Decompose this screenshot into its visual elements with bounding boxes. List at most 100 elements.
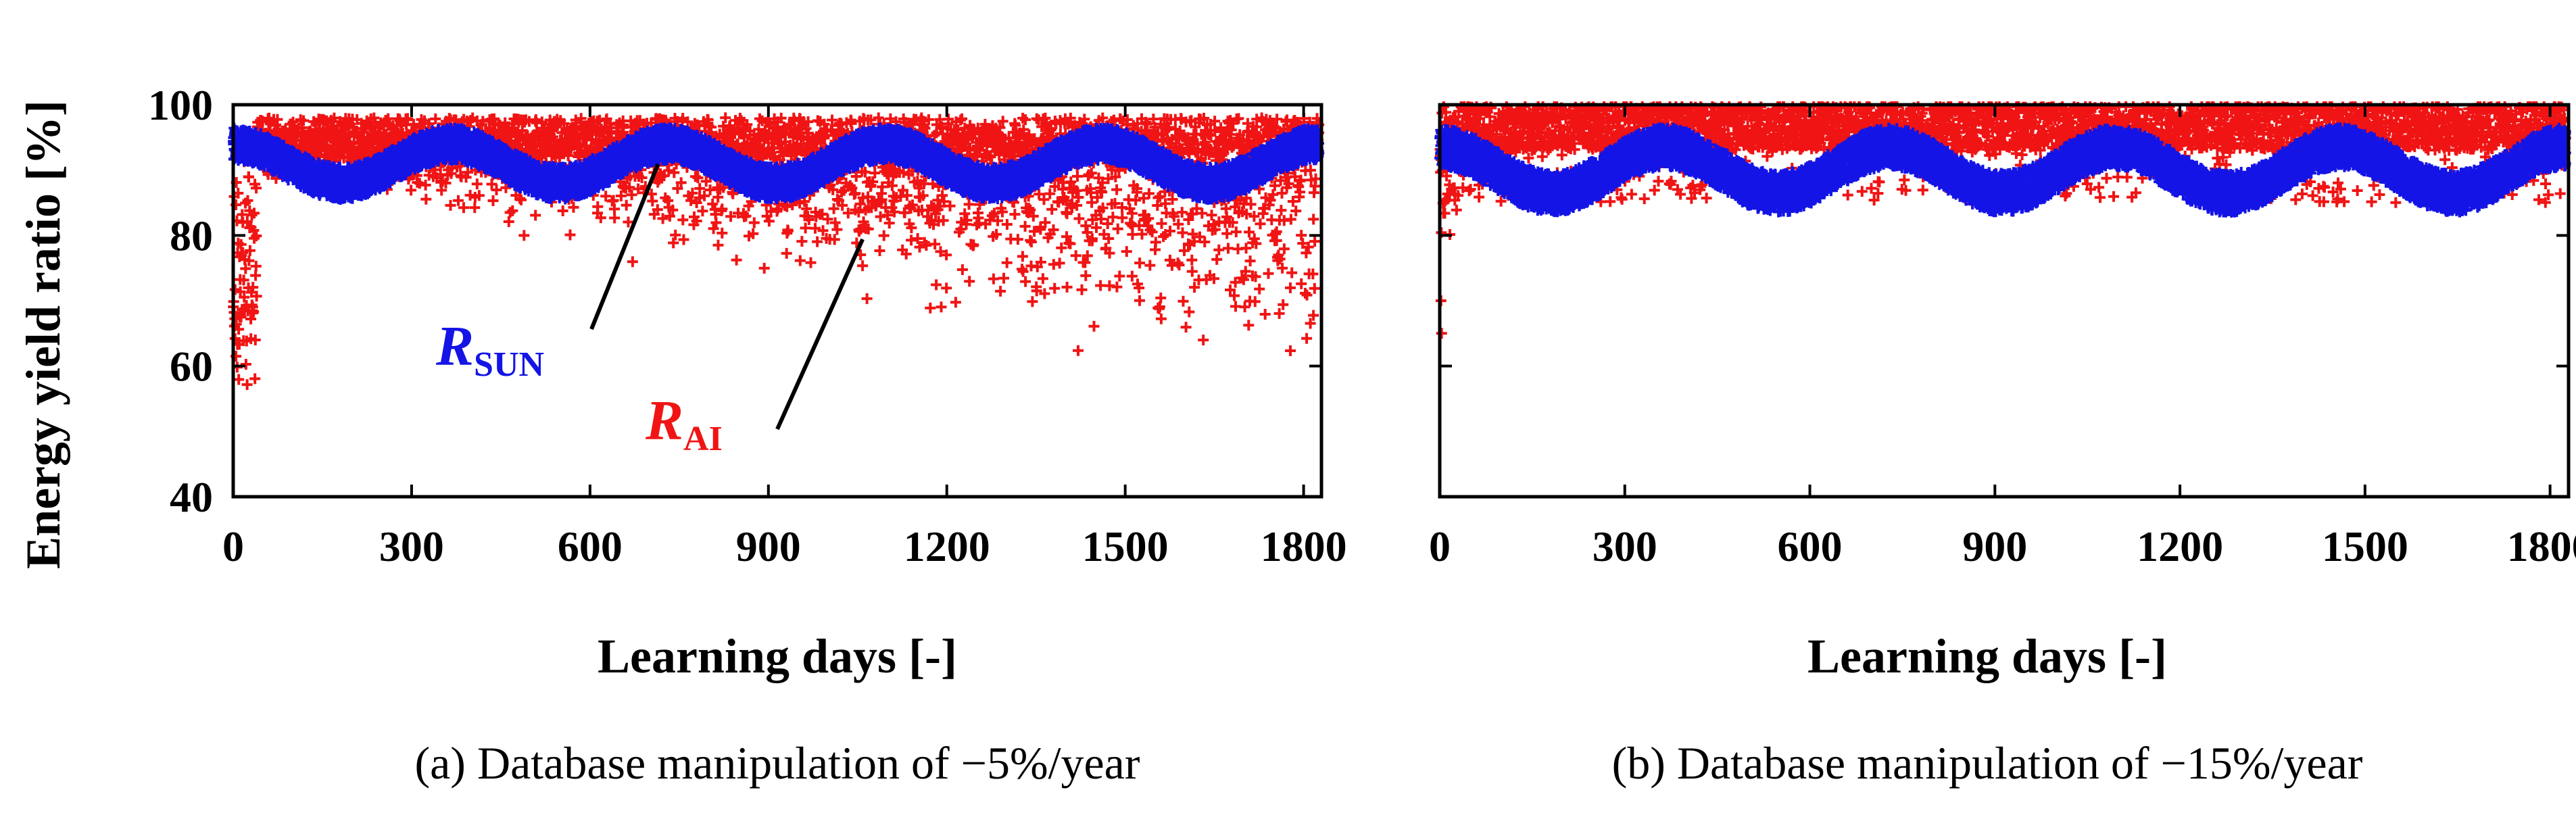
r-ai-point <box>906 235 917 246</box>
r-ai-point <box>1308 214 1319 225</box>
r-ai-point <box>1126 270 1138 282</box>
r-ai-point <box>1230 226 1242 238</box>
r-ai-point <box>239 291 250 303</box>
r-ai-point <box>1206 210 1217 221</box>
r-ai-point <box>1254 283 1265 295</box>
r-ai-point <box>237 247 249 258</box>
r-ai-point <box>1079 257 1091 268</box>
r-ai-point <box>249 335 261 345</box>
r-ai-point <box>1020 276 1031 287</box>
r-ai-point <box>471 178 483 190</box>
r-ai-point <box>995 285 1006 297</box>
r-ai-point <box>251 230 262 241</box>
r-ai-point <box>233 324 245 335</box>
r-ai-point <box>878 230 890 241</box>
r-ai-point <box>251 291 262 302</box>
r-ai-point <box>1073 213 1085 224</box>
r-ai-point <box>1001 257 1013 268</box>
r-ai-point <box>998 272 1009 284</box>
r-ai-point <box>1009 209 1021 220</box>
r-ai-point <box>1076 284 1088 295</box>
r-ai-point <box>242 195 253 206</box>
r-ai-point <box>873 112 884 124</box>
r-ai-point <box>1070 250 1082 262</box>
r-ai-point <box>1211 253 1223 265</box>
r-ai-point <box>238 274 249 286</box>
r-ai-point <box>1177 295 1189 307</box>
r-ai-point <box>244 245 256 256</box>
r-ai-point <box>557 205 568 216</box>
r-ai-point <box>1017 266 1029 277</box>
r-ai-point <box>1027 296 1038 307</box>
r-ai-point <box>1046 203 1058 215</box>
r-ai-point <box>458 202 469 214</box>
r-ai-point <box>233 374 245 385</box>
r-ai-point <box>329 112 340 124</box>
r-ai-point <box>1180 322 1192 333</box>
panel-a-scatter-points <box>228 112 1325 391</box>
r-ai-point <box>1301 289 1313 301</box>
r-ai-point <box>248 306 260 318</box>
r-ai-point <box>1080 220 1092 232</box>
r-ai-point <box>229 332 241 344</box>
r-ai-point <box>731 254 742 266</box>
r-ai-point <box>874 245 885 256</box>
r-ai-point <box>241 216 253 227</box>
r-ai-point <box>518 230 530 241</box>
r-ai-point <box>1244 226 1255 238</box>
r-ai-point <box>1186 266 1198 277</box>
r-ai-point <box>857 260 869 272</box>
r-ai-point <box>249 373 261 385</box>
r-ai-point <box>1156 218 1167 229</box>
r-ai-point <box>950 297 961 308</box>
r-ai-point <box>929 239 941 250</box>
r-ai-point <box>408 118 419 130</box>
r-ai-point <box>627 256 638 268</box>
r-ai-point <box>414 178 425 189</box>
r-ai-point <box>1025 237 1037 247</box>
r-ai-point <box>243 171 254 182</box>
r-ai-point <box>240 263 251 274</box>
r-ai-point <box>925 302 936 314</box>
r-ai-point <box>1244 255 1256 267</box>
r-ai-point <box>1213 244 1225 255</box>
r-ai-point <box>1073 345 1084 356</box>
r-ai-point <box>249 207 260 219</box>
r-ai-point <box>250 260 262 272</box>
r-ai-point <box>796 236 808 247</box>
r-ai-point <box>941 282 952 294</box>
r-ai-point <box>831 224 843 235</box>
r-ai-point <box>1285 282 1296 293</box>
r-ai-point <box>243 255 255 266</box>
r-ai-point <box>240 359 251 370</box>
r-ai-point <box>1158 231 1169 243</box>
r-ai-point <box>1150 237 1161 248</box>
r-ai-point <box>748 217 760 228</box>
r-ai-point <box>469 202 481 214</box>
r-ai-point <box>445 199 456 211</box>
r-ai-point <box>1111 281 1123 293</box>
r-ai-point <box>931 279 942 291</box>
r-ai-point <box>1001 219 1013 230</box>
r-ai-point <box>1184 306 1195 318</box>
r-ai-point <box>247 282 259 293</box>
r-ai-point <box>805 257 817 268</box>
r-ai-point <box>1249 296 1261 307</box>
r-ai-point <box>1221 228 1233 239</box>
r-ai-point <box>758 262 770 274</box>
r-ai-point <box>1049 282 1061 294</box>
r-ai-point <box>420 193 432 205</box>
r-ai-point <box>406 184 417 196</box>
r-ai-point <box>1111 184 1123 195</box>
r-ai-point <box>626 189 637 201</box>
r-ai-point <box>883 218 895 229</box>
r-ai-point <box>1240 243 1252 254</box>
r-ai-point <box>1112 223 1123 235</box>
r-ai-point <box>988 273 999 285</box>
r-ai-point <box>1114 270 1125 282</box>
r-ai-point <box>536 116 548 128</box>
r-ai-point <box>669 167 680 178</box>
r-ai-point <box>1259 309 1271 320</box>
